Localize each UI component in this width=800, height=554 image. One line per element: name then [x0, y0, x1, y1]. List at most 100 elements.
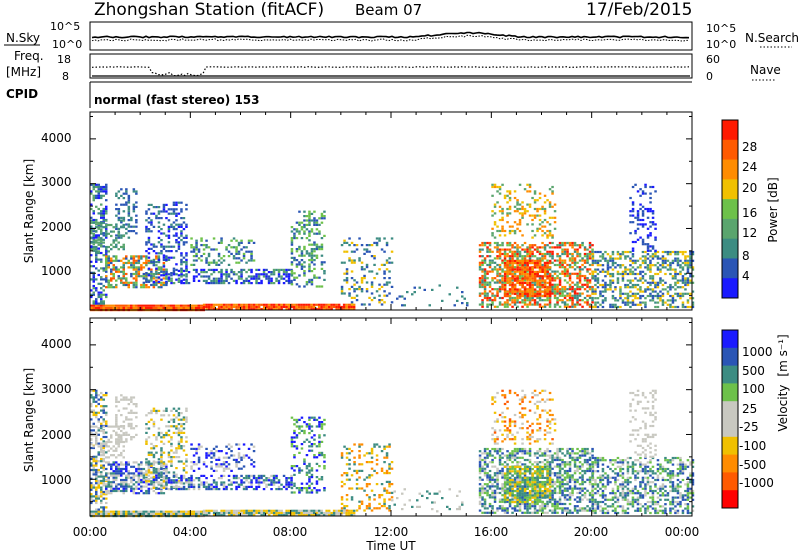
power-datapoint: [100, 203, 103, 206]
freq-label: Freq.: [14, 49, 44, 63]
power-datapoint: [105, 286, 108, 289]
power-datapoint: [100, 276, 103, 279]
power-datapoint: [478, 263, 482, 267]
power-datapoint: [483, 281, 487, 284]
velocity-datapoint: [180, 488, 183, 491]
power-datapoint: [312, 303, 316, 306]
power-datapoint: [147, 228, 151, 231]
power-datapoint: [578, 294, 582, 297]
power-datapoint: [330, 303, 333, 306]
power-datapoint: [689, 272, 692, 276]
velocity-datapoint: [205, 477, 208, 480]
power-datapoint: [102, 238, 105, 241]
velocity-datapoint: [157, 458, 161, 461]
velocity-datapoint: [95, 471, 98, 474]
power-datapoint: [242, 305, 246, 309]
velocity-datapoint: [130, 487, 133, 490]
power-datapoint: [122, 266, 125, 269]
power-datapoint: [674, 277, 677, 280]
power-datapoint: [621, 277, 625, 280]
power-datapoint: [232, 257, 236, 260]
power-datapoint: [117, 268, 120, 271]
power-datapoint: [606, 272, 610, 276]
velocity-datapoint: [100, 488, 103, 491]
power-datapoint: [110, 277, 113, 280]
power-datapoint: [548, 279, 552, 282]
velocity-datapoint: [197, 467, 201, 470]
power-datapoint: [150, 212, 153, 215]
power-datapoint: [533, 207, 537, 211]
velocity-datapoint: [157, 427, 161, 430]
velocity-datapoint: [152, 471, 156, 474]
power-datapoint: [511, 301, 514, 304]
power-datapoint: [491, 279, 494, 282]
power-datapoint: [290, 283, 294, 286]
velocity-datapoint: [295, 511, 298, 515]
power-cbar-tick-12: 12: [742, 226, 757, 240]
power-datapoint: [486, 272, 489, 275]
power-datapoint: [548, 273, 552, 276]
power-datapoint: [516, 288, 519, 291]
velocity-datapoint: [175, 479, 178, 482]
power-datapoint: [185, 304, 188, 307]
power-datapoint: [606, 268, 610, 271]
power-datapoint: [127, 230, 131, 233]
velocity-datapoint: [102, 398, 105, 401]
velocity-datapoint: [252, 509, 256, 512]
power-datapoint: [245, 271, 248, 274]
power-datapoint: [661, 266, 665, 269]
power-datapoint: [481, 285, 484, 289]
power-datapoint: [526, 248, 529, 251]
power-datapoint: [117, 232, 120, 235]
power-datapoint: [664, 266, 667, 269]
power-datapoint: [641, 294, 645, 298]
velocity-datapoint: [160, 475, 163, 478]
power-datapoint: [310, 228, 314, 231]
power-datapoint: [343, 241, 346, 244]
power-datapoint: [526, 290, 529, 293]
power-datapoint: [385, 244, 389, 247]
power-datapoint: [175, 304, 178, 307]
velocity-datapoint: [150, 482, 153, 485]
power-datapoint: [160, 243, 163, 246]
power-datapoint: [240, 303, 243, 306]
power-datapoint: [511, 277, 514, 280]
power-datapoint: [145, 219, 148, 222]
velocity-datapoint: [105, 512, 108, 515]
power-datapoint: [172, 221, 176, 224]
power-datapoint: [578, 281, 582, 284]
power-datapoint: [533, 264, 537, 267]
velocity-datapoint: [90, 457, 93, 461]
power-datapoint: [496, 305, 499, 308]
velocity-datapoint: [175, 481, 178, 484]
power-datapoint: [664, 272, 667, 276]
velocity-datapoint: [107, 489, 110, 493]
velocity-datapoint: [172, 456, 176, 459]
power-datapoint: [634, 259, 637, 262]
power-datapoint: [496, 257, 499, 260]
velocity-datapoint: [130, 512, 133, 515]
power-datapoint: [488, 241, 492, 245]
velocity-datapoint: [100, 451, 103, 454]
power-datapoint: [531, 268, 534, 271]
power-datapoint: [541, 241, 544, 245]
power-datapoint: [182, 243, 186, 246]
power-datapoint: [293, 276, 296, 279]
power-datapoint: [205, 244, 208, 247]
velocity-datapoint: [175, 456, 178, 459]
power-datapoint: [573, 261, 577, 264]
power-datapoint: [275, 303, 278, 306]
velocity-datapoint: [277, 509, 281, 512]
power-datapoint: [297, 308, 301, 311]
velocity-datapoint: [182, 488, 186, 491]
power-datapoint: [132, 304, 135, 307]
power-datapoint: [307, 308, 311, 311]
power-datapoint: [195, 259, 198, 262]
power-datapoint: [501, 218, 504, 222]
velocity-datapoint: [177, 445, 181, 448]
power-datapoint: [634, 240, 637, 244]
power-datapoint: [378, 283, 381, 286]
power-datapoint: [531, 196, 534, 200]
power-datapoint: [503, 257, 507, 260]
power-datapoint: [616, 305, 620, 309]
